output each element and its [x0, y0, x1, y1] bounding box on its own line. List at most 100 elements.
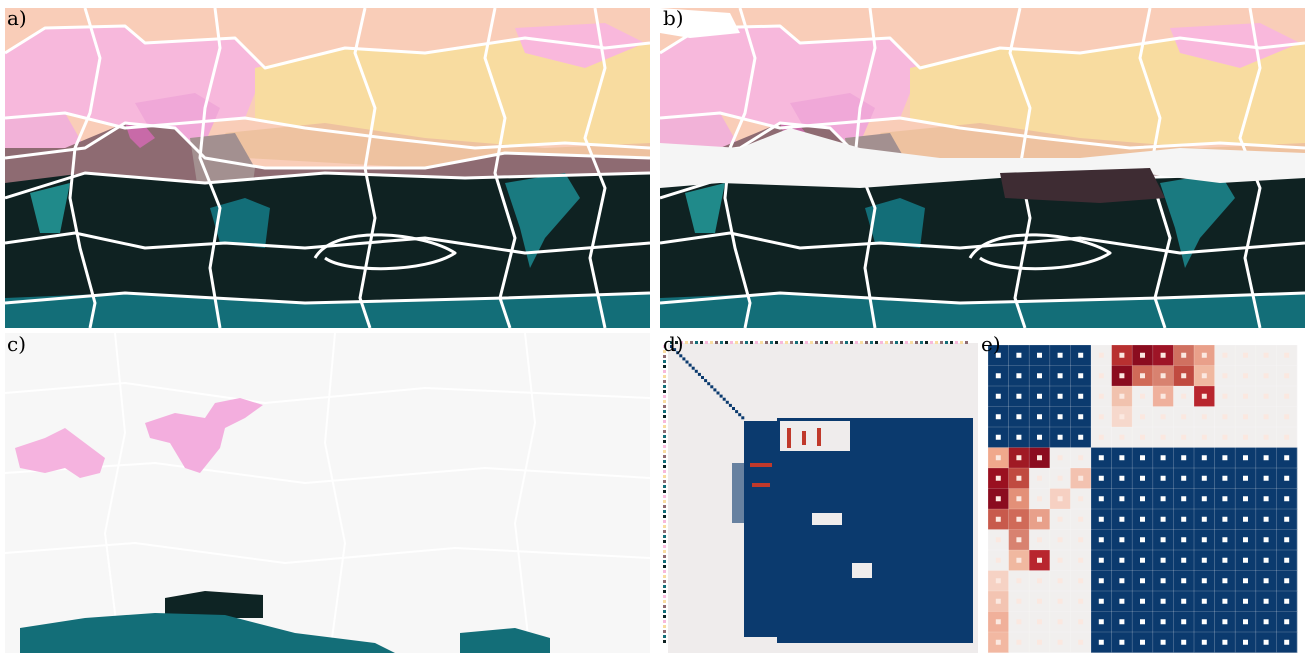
edge-tick	[755, 341, 758, 344]
cell-dot	[1016, 455, 1021, 460]
cell-dot	[1161, 414, 1166, 419]
cell-dot	[1161, 517, 1166, 522]
cell-dot	[1264, 517, 1269, 522]
cell-dot	[1099, 578, 1104, 583]
cell-dot	[1058, 435, 1063, 440]
cell-dot	[1202, 599, 1207, 604]
cell	[692, 367, 695, 370]
cell-dot	[1078, 558, 1083, 563]
cell-dot	[1140, 578, 1145, 583]
edge-tick	[663, 620, 666, 623]
cell-dot	[1099, 640, 1104, 645]
cell-dot	[1119, 496, 1124, 501]
edge-tick	[663, 400, 666, 403]
cell-dot	[1161, 558, 1166, 563]
edge-tick	[663, 555, 666, 558]
edge-tick	[663, 475, 666, 478]
cell-dot	[1243, 558, 1248, 563]
edge-tick	[945, 341, 948, 344]
cell-dot	[1099, 517, 1104, 522]
edge-tick	[845, 341, 848, 344]
cell-dot	[996, 619, 1001, 624]
cell-dot	[996, 455, 1001, 460]
cell-dot	[1243, 435, 1248, 440]
cell-dot	[996, 578, 1001, 583]
cell-dot	[1222, 455, 1227, 460]
cell-dot	[1078, 517, 1083, 522]
cell-dot	[1222, 578, 1227, 583]
cell-dot	[1140, 537, 1145, 542]
panel-label: e)	[981, 332, 1001, 356]
edge-tick	[663, 395, 666, 398]
cell-dot	[1243, 414, 1248, 419]
edge-tick	[765, 341, 768, 344]
edge-tick	[663, 565, 666, 568]
edge-tick	[730, 341, 733, 344]
cell-dot	[1058, 353, 1063, 358]
cell-dot	[1078, 373, 1083, 378]
edge-tick	[663, 490, 666, 493]
cell-dot	[1161, 537, 1166, 542]
cell-dot	[1140, 496, 1145, 501]
cell-dot	[1264, 394, 1269, 399]
edge-tick	[663, 520, 666, 523]
cell-dot	[1181, 619, 1186, 624]
cell-dot	[1243, 599, 1248, 604]
cell-dot	[1058, 578, 1063, 583]
edge-tick	[663, 465, 666, 468]
edge-tick	[663, 615, 666, 618]
edge-tick	[695, 341, 698, 344]
cell-dot	[1058, 640, 1063, 645]
cell-dot	[1161, 599, 1166, 604]
cell-dot	[1202, 455, 1207, 460]
edge-tick	[663, 415, 666, 418]
cell-dot	[1119, 640, 1124, 645]
cell-dot	[1140, 619, 1145, 624]
cell	[707, 382, 710, 385]
cell-dot	[1058, 414, 1063, 419]
edge-tick	[915, 341, 918, 344]
cell-dot	[996, 517, 1001, 522]
cell-dot	[1243, 578, 1248, 583]
edge-tick	[663, 390, 666, 393]
edge-tick	[663, 450, 666, 453]
cell-dot	[1099, 537, 1104, 542]
cell-dot	[1284, 394, 1289, 399]
cell-dot	[1058, 517, 1063, 522]
edge-tick	[850, 341, 853, 344]
cell-dot	[1037, 599, 1042, 604]
cell-dot	[1284, 455, 1289, 460]
cell-dot	[1264, 619, 1269, 624]
cell-dot	[1078, 435, 1083, 440]
cell-dot	[1202, 353, 1207, 358]
edge-tick	[663, 430, 666, 433]
cell-dot	[1181, 496, 1186, 501]
cell-dot	[1016, 353, 1021, 358]
edge-tick	[780, 341, 783, 344]
cell-dot	[1284, 435, 1289, 440]
cell-dot	[1099, 496, 1104, 501]
edge-tick	[663, 510, 666, 513]
edge-tick	[830, 341, 833, 344]
cell-dot	[1119, 517, 1124, 522]
edge-tick	[745, 341, 748, 344]
edge-tick	[940, 341, 943, 344]
cell-dot	[1243, 496, 1248, 501]
cell-dot	[996, 558, 1001, 563]
cell-dot	[1161, 640, 1166, 645]
cell-dot	[1119, 578, 1124, 583]
edge-tick	[663, 600, 666, 603]
edge-tick	[663, 590, 666, 593]
edge-tick	[663, 385, 666, 388]
cell-dot	[1016, 558, 1021, 563]
cell-dot	[1264, 353, 1269, 358]
cell-dot	[1140, 394, 1145, 399]
edge-tick	[663, 640, 666, 643]
edge-tick	[663, 560, 666, 563]
edge-tick	[725, 341, 728, 344]
cell-dot	[1078, 414, 1083, 419]
cell-dot	[1058, 558, 1063, 563]
cell-dot	[1161, 619, 1166, 624]
edge-tick	[663, 570, 666, 573]
cell-dot	[1264, 455, 1269, 460]
